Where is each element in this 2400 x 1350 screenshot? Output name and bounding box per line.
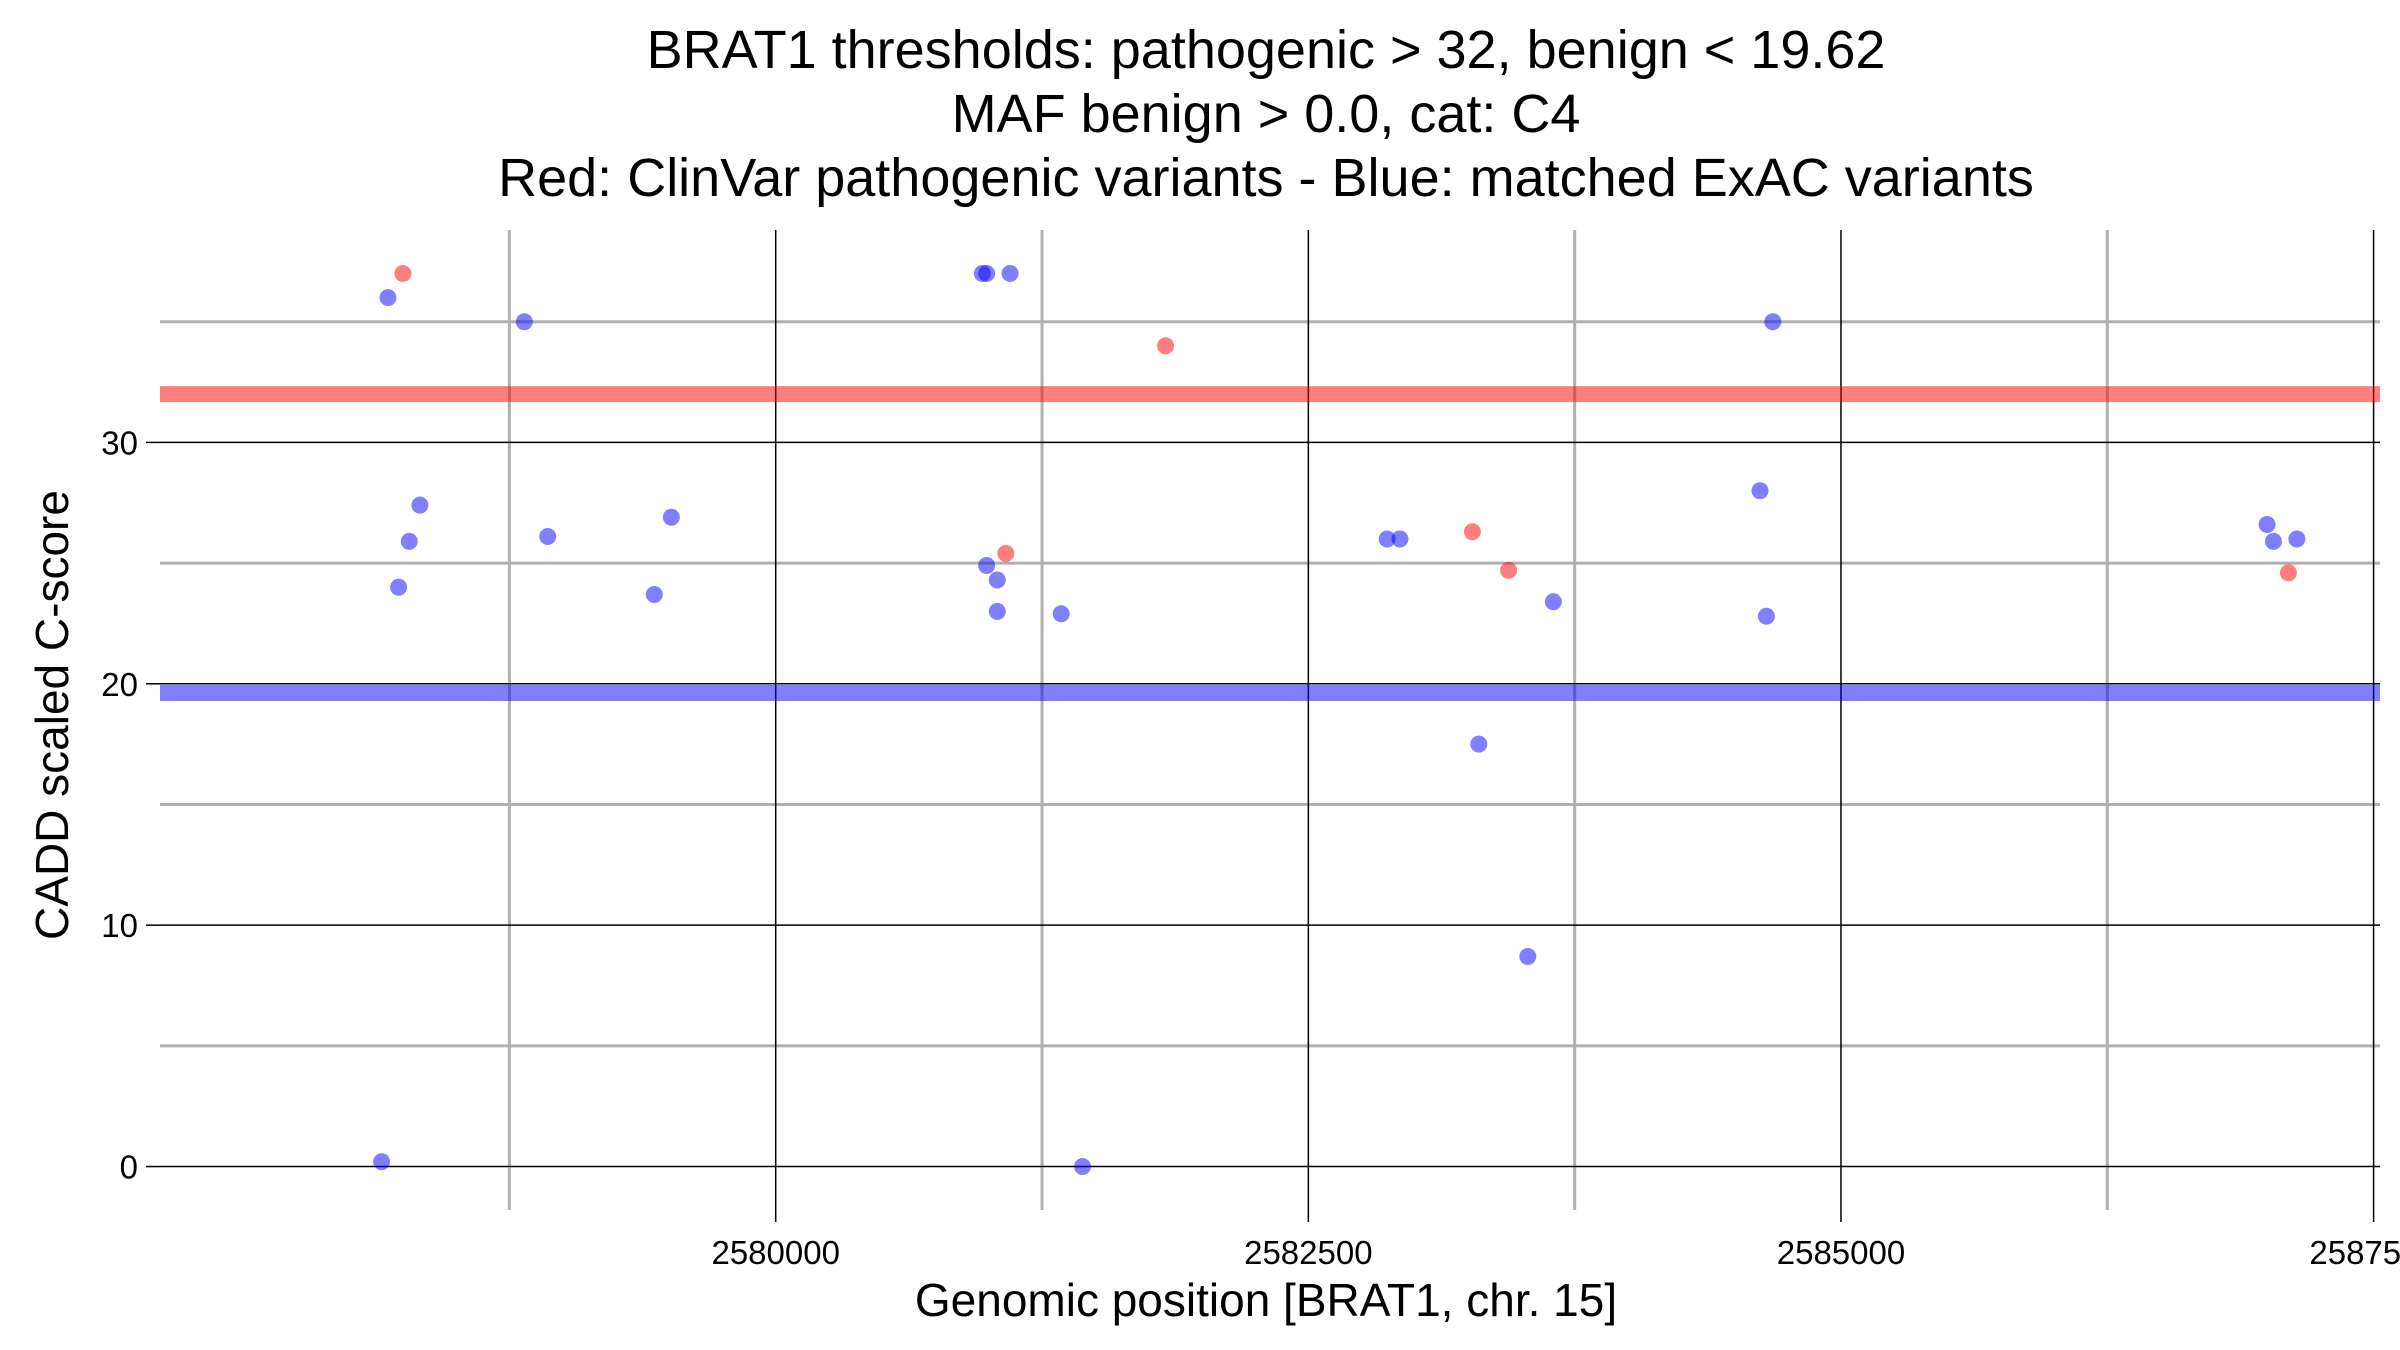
- exac-variant-point: [1757, 607, 1775, 625]
- exac-variant-point: [1052, 605, 1070, 623]
- exac-variant-point: [2288, 530, 2306, 548]
- exac-variant-point: [515, 313, 533, 331]
- exac-variant-point: [978, 264, 996, 282]
- exac-variant-point: [400, 532, 418, 550]
- x-axis-label: Genomic position [BRAT1, chr. 15]: [915, 1274, 1617, 1326]
- minor-gridlines: [160, 230, 2380, 1210]
- exac-variant-point: [2258, 515, 2276, 533]
- threshold-lines: [160, 386, 2380, 701]
- clinvar-pathogenic-point: [997, 544, 1015, 562]
- x-tick-label: 2582500: [1244, 1234, 1372, 1271]
- x-axis-ticks: 2580000 2582500 2585000 2587500: [711, 1210, 2400, 1271]
- exac-variant-point: [988, 602, 1006, 620]
- exac-variant-point: [662, 508, 680, 526]
- exac-variant-point: [1074, 1158, 1092, 1176]
- exac-variant-point: [1470, 735, 1488, 753]
- clinvar-pathogenic-point: [2279, 564, 2297, 582]
- exac-variant-point: [1001, 264, 1019, 282]
- x-tick-label: 2587500: [2309, 1234, 2400, 1271]
- chart-title: BRAT1 thresholds: pathogenic > 32, benig…: [498, 20, 2034, 208]
- exac-variant-point: [390, 578, 408, 596]
- y-tick-label: 10: [101, 907, 138, 944]
- x-tick-label: 2585000: [1777, 1234, 1905, 1271]
- y-tick-label: 20: [101, 666, 138, 703]
- clinvar-pathogenic-point: [1463, 523, 1481, 541]
- clinvar-pathogenic-point: [1157, 337, 1175, 355]
- data-points: [373, 264, 2306, 1176]
- clinvar-pathogenic-point: [394, 264, 412, 282]
- exac-variant-point: [2264, 532, 2282, 550]
- exac-variant-point: [411, 496, 429, 514]
- y-axis-ticks: 0 10 20 30: [101, 424, 160, 1186]
- exac-variant-point: [1519, 948, 1537, 966]
- major-gridlines: [160, 230, 2380, 1210]
- exac-variant-point: [373, 1153, 391, 1171]
- exac-variant-point: [1764, 313, 1782, 331]
- exac-variant-point: [988, 571, 1006, 589]
- exac-variant-point: [1544, 593, 1562, 611]
- exac-variant-point: [1391, 530, 1409, 548]
- chart-title-line-1: BRAT1 thresholds: pathogenic > 32, benig…: [647, 20, 1886, 80]
- exac-variant-point: [1378, 530, 1396, 548]
- exac-variant-point: [978, 557, 996, 575]
- exac-variant-point: [539, 528, 557, 546]
- exac-variant-point: [1751, 482, 1769, 500]
- chart-title-line-2: MAF benign > 0.0, cat: C4: [952, 84, 1581, 144]
- y-tick-label: 30: [101, 424, 138, 461]
- clinvar-pathogenic-point: [1500, 561, 1518, 579]
- x-tick-label: 2580000: [711, 1234, 839, 1271]
- y-axis-label: CADD scaled C-score: [26, 490, 78, 940]
- exac-variant-point: [645, 585, 663, 603]
- y-tick-label: 0: [120, 1149, 138, 1186]
- chart-title-line-3: Red: ClinVar pathogenic variants - Blue:…: [498, 148, 2034, 208]
- exac-variant-point: [379, 289, 397, 307]
